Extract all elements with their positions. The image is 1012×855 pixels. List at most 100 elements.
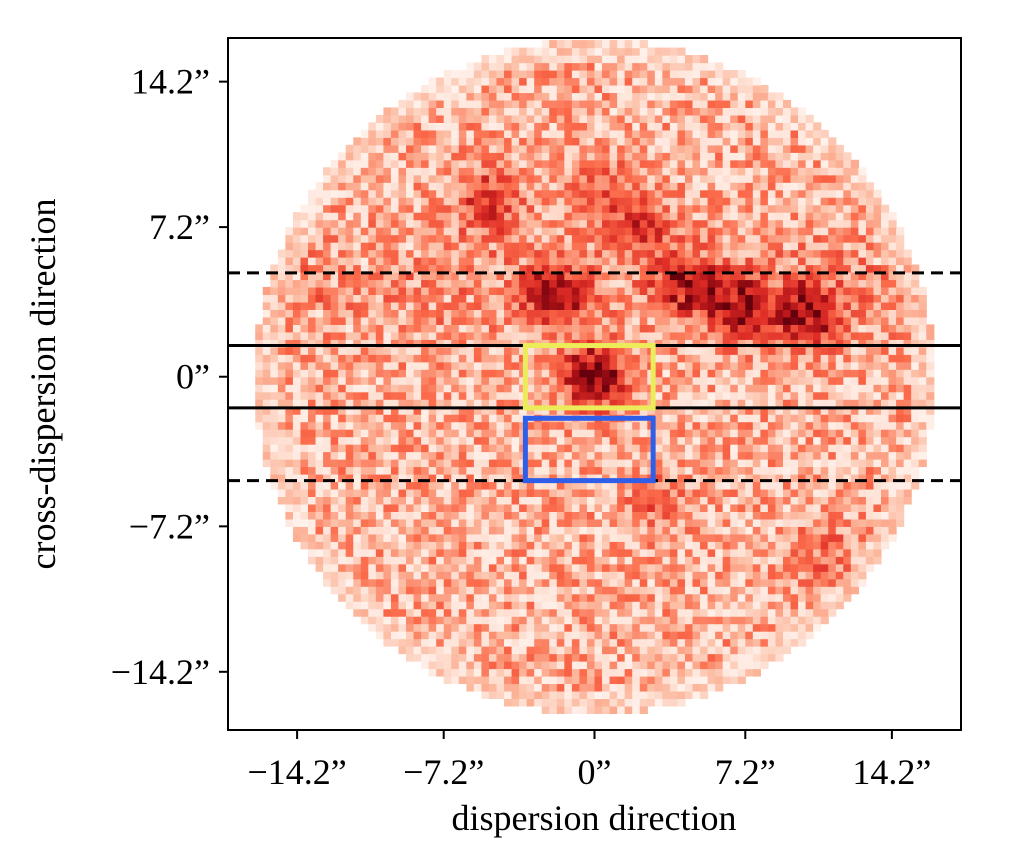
heatmap-cell [428, 466, 437, 475]
heatmap-cell [458, 429, 467, 438]
heatmap-cell [813, 361, 822, 370]
heatmap-cell [745, 316, 754, 325]
heatmap-cell [790, 444, 799, 453]
heatmap-cell [413, 488, 422, 498]
heatmap-cell [707, 421, 716, 430]
heatmap-cell [466, 257, 475, 266]
heatmap-cell [390, 421, 400, 430]
heatmap-cell [541, 690, 550, 700]
heatmap-cell [526, 436, 535, 445]
heatmap-cell [511, 361, 520, 370]
heatmap-cell [330, 286, 339, 296]
heatmap-cell [715, 444, 724, 453]
heatmap-cell [684, 690, 694, 700]
heatmap-cell [526, 683, 535, 692]
heatmap-cell [858, 309, 867, 318]
heatmap-cell [413, 406, 422, 415]
heatmap-cell [473, 249, 483, 258]
heatmap-cell [752, 459, 761, 468]
heatmap-cell [835, 324, 844, 333]
heatmap-cell [488, 249, 498, 258]
heatmap-cell [398, 616, 407, 625]
heatmap-cell [571, 324, 581, 333]
heatmap-cell [602, 227, 611, 236]
heatmap-cell [707, 316, 716, 325]
heatmap-cell [888, 346, 897, 355]
heatmap-cell [519, 646, 528, 655]
heatmap-cell [692, 309, 701, 318]
heatmap-cell [390, 391, 400, 400]
heatmap-cell [330, 234, 339, 243]
heatmap-cell [813, 556, 822, 565]
heatmap-cell [451, 309, 460, 318]
heatmap-cell [466, 444, 475, 453]
heatmap-cell [858, 391, 867, 400]
heatmap-cell [835, 586, 844, 595]
heatmap-cell [413, 234, 422, 243]
heatmap-cell [353, 354, 362, 363]
heatmap-cell [360, 481, 369, 490]
heatmap-cell [338, 466, 347, 475]
heatmap-cell [511, 563, 520, 572]
heatmap-cell [896, 473, 905, 483]
heatmap-cell [586, 354, 596, 363]
heatmap-cell [624, 406, 633, 415]
heatmap-cell [428, 257, 437, 266]
heatmap-cell [828, 503, 837, 512]
heatmap-cell [662, 608, 671, 617]
heatmap-cell [421, 571, 430, 580]
heatmap-cell [549, 496, 558, 505]
heatmap-cell [458, 473, 467, 483]
heatmap-cell [571, 548, 581, 557]
heatmap-cell [586, 578, 596, 587]
heatmap-cell [436, 541, 445, 550]
heatmap-cell [436, 414, 445, 423]
heatmap-cell [323, 563, 332, 572]
heatmap-cell [285, 242, 294, 251]
heatmap-cell [549, 354, 558, 363]
heatmap-cell [654, 533, 663, 542]
heatmap-cell [752, 339, 761, 348]
heatmap-cell [436, 548, 445, 557]
heatmap-cell [504, 496, 513, 505]
heatmap-cell [345, 286, 354, 296]
heatmap-cell [436, 249, 445, 258]
heatmap-cell [730, 339, 739, 348]
heatmap-cell [700, 533, 709, 542]
heatmap-cell [692, 436, 701, 445]
heatmap-cell [798, 227, 807, 236]
heatmap-cell [707, 541, 716, 550]
heatmap-cell [285, 346, 294, 355]
heatmap-cell [775, 451, 784, 460]
heatmap-cell [390, 249, 400, 258]
heatmap-cell [752, 242, 761, 251]
heatmap-cell [775, 436, 784, 445]
heatmap-cell [443, 518, 452, 527]
heatmap-cell [308, 294, 317, 303]
heatmap-cell [730, 653, 739, 662]
heatmap-cell [820, 286, 829, 296]
heatmap-cell [338, 286, 347, 296]
heatmap-cell [443, 376, 452, 385]
heatmap-cell [647, 533, 656, 542]
heatmap-cell [805, 301, 814, 310]
heatmap-cell [406, 234, 415, 243]
heatmap-cell [639, 705, 648, 714]
heatmap-cell [541, 257, 550, 266]
heatmap-cell [534, 698, 543, 707]
heatmap-cell [639, 638, 648, 647]
heatmap-cell [308, 219, 317, 228]
heatmap-cell [488, 541, 498, 550]
heatmap-cell [549, 593, 558, 602]
heatmap-cell [526, 271, 535, 281]
heatmap-cell [428, 242, 437, 251]
heatmap-cell [715, 683, 724, 692]
heatmap-cell [564, 653, 573, 662]
heatmap-cell [586, 361, 596, 370]
heatmap-cell [647, 646, 656, 655]
heatmap-cell [579, 271, 588, 281]
heatmap-cell [473, 661, 483, 670]
heatmap-cell [556, 451, 565, 460]
heatmap-cell [903, 249, 912, 258]
heatmap-cell [707, 473, 716, 483]
